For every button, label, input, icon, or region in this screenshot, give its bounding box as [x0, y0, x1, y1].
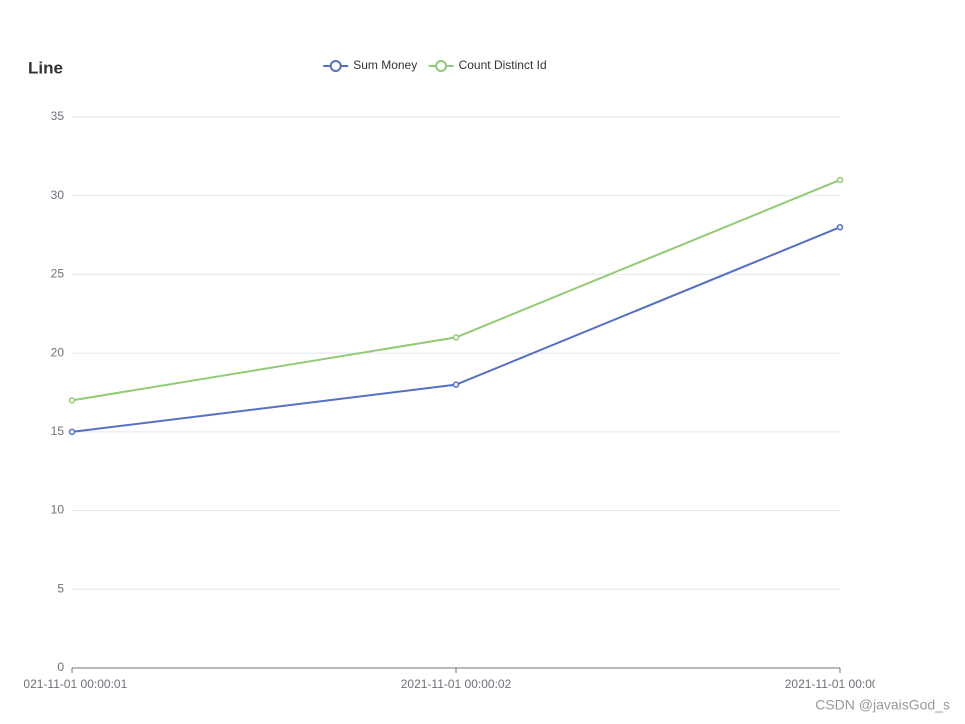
y-tick-label: 20 [51, 345, 65, 359]
legend-label: Sum Money [353, 58, 417, 72]
x-tick-label: 2021-11-01 00:00:02 [401, 677, 512, 691]
legend-marker [329, 60, 342, 72]
x-tick-label: 2021-11-01 00:00:03 [785, 677, 896, 691]
data-point [68, 397, 76, 404]
y-tick-label: 5 [57, 581, 64, 595]
y-tick-label: 10 [51, 503, 65, 517]
legend-marker [435, 60, 448, 72]
y-tick-label: 30 [51, 188, 65, 202]
data-point [452, 381, 460, 388]
data-point [836, 176, 844, 184]
y-tick-label: 35 [51, 109, 65, 123]
y-tick-label: 25 [51, 267, 65, 281]
data-point [68, 428, 76, 436]
watermark: CSDN @javaisGod_s [815, 697, 950, 713]
chart-title: Line [28, 58, 63, 77]
data-point [836, 223, 844, 231]
plot-area: 0 5 10 15 20 25 30 35 2021-11-01 00:00:01 2021-11… [17, 109, 896, 691]
y-tick-label: 0 [57, 660, 64, 674]
x-tick-label: 2021-11-01 00:00:01 [17, 677, 128, 691]
data-point [452, 334, 460, 341]
y-tick-label: 15 [51, 424, 65, 438]
legend-label: Count Distinct Id [459, 58, 547, 72]
series-line [71, 226, 841, 433]
series-line [71, 179, 841, 402]
